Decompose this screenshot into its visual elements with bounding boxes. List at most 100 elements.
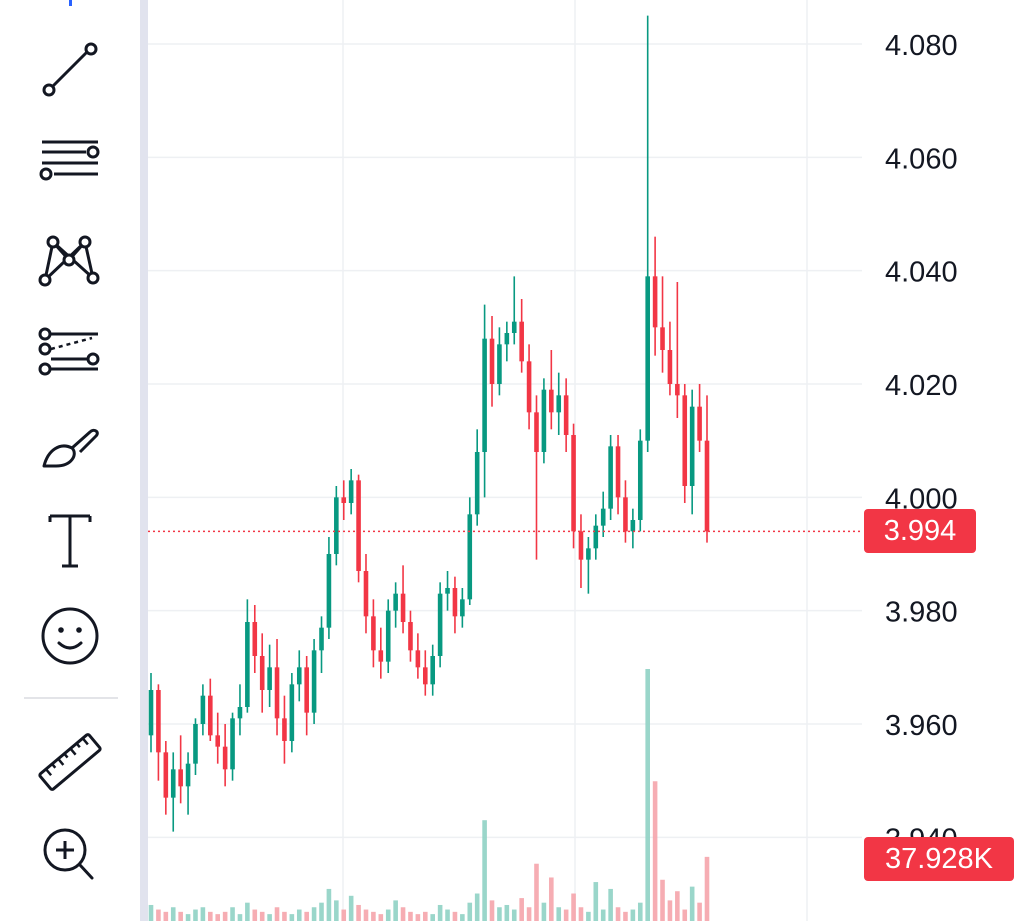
candle-body	[563, 395, 569, 435]
volume-bar	[430, 914, 436, 921]
emoji-icon	[41, 607, 99, 665]
volume-bar	[215, 914, 221, 921]
last-volume-badge: 37.928K	[864, 837, 1014, 881]
candle-body	[267, 667, 272, 690]
candle-body	[415, 650, 421, 668]
price-tick-label: 3.960	[885, 710, 958, 742]
candle-body	[697, 406, 702, 441]
volume-bar	[400, 907, 406, 921]
volume-bar	[289, 914, 295, 921]
candle-body	[534, 412, 539, 452]
volume-bar	[422, 911, 428, 921]
zoom-in-tool[interactable]	[30, 814, 110, 894]
emoji-tool[interactable]	[30, 594, 110, 674]
volume-bar	[645, 669, 650, 921]
text-tool[interactable]	[30, 500, 110, 580]
volume-bar	[637, 902, 643, 921]
candle-body	[630, 520, 636, 532]
candle-body	[652, 276, 658, 328]
volume-bar	[348, 895, 354, 921]
pattern-tool[interactable]	[30, 218, 110, 298]
candle-body	[675, 384, 680, 396]
candle-body	[363, 571, 369, 617]
volume-bar	[489, 900, 495, 921]
candle-body	[296, 667, 302, 685]
toolbar-top-indicator	[69, 0, 72, 6]
volume-bar	[704, 856, 710, 921]
volume-bar	[170, 907, 176, 921]
candle-body	[474, 452, 480, 515]
volume-bar	[148, 904, 154, 921]
candle-body	[289, 684, 295, 741]
volume-bar	[252, 909, 258, 921]
grid	[148, 0, 862, 921]
volume-bar	[541, 902, 547, 921]
candle-body	[667, 350, 673, 384]
candle-body	[482, 338, 487, 452]
price-tick-label: 4.060	[885, 143, 958, 175]
candle-body	[326, 554, 332, 628]
volume-bar	[586, 911, 591, 921]
ruler-tool[interactable]	[30, 722, 110, 802]
projection-tool[interactable]	[30, 312, 110, 392]
volume-bar	[482, 820, 487, 921]
candle-body	[356, 480, 361, 571]
volume-bar	[608, 888, 613, 921]
brush-tool[interactable]	[30, 406, 110, 486]
volume-bar	[437, 904, 443, 921]
volume-bar	[467, 902, 473, 921]
candle-body	[230, 718, 235, 770]
candle-body	[170, 769, 176, 798]
volume-bar	[460, 914, 465, 921]
volume-bar	[549, 877, 554, 921]
price-tick-label: 4.020	[885, 370, 958, 402]
pattern-icon	[38, 235, 100, 287]
candle-body	[282, 718, 287, 741]
volume-bar	[667, 900, 673, 921]
candle-body	[623, 497, 628, 532]
volume-bar	[356, 904, 361, 921]
candle-body	[348, 480, 354, 503]
candle-body	[660, 327, 665, 350]
volume-bar	[504, 904, 510, 921]
volume-bar	[534, 863, 539, 921]
candle-body	[422, 667, 428, 685]
volume-bar	[208, 911, 213, 921]
volume-bar	[334, 900, 339, 921]
zoom-in-icon	[43, 828, 94, 880]
volume-bar	[408, 911, 413, 921]
candle-body	[452, 588, 458, 617]
horizontal-lines-tool[interactable]	[30, 124, 110, 204]
volume-bar	[660, 879, 665, 921]
volume-bar	[497, 907, 502, 921]
candle-body	[704, 440, 710, 532]
volume-bar	[563, 909, 569, 921]
toolbar-separator	[24, 697, 118, 699]
candle-body	[334, 497, 339, 554]
candle-body	[393, 593, 398, 611]
candle-body	[371, 616, 376, 651]
volume-bar	[519, 898, 524, 921]
candle-body	[274, 667, 280, 719]
candle-body	[511, 321, 517, 333]
volume-bar	[511, 909, 517, 921]
candle-body	[208, 695, 213, 736]
price-tick-label: 3.980	[885, 597, 958, 629]
candle-body	[319, 627, 324, 651]
candle-body	[467, 514, 473, 600]
volume-bar	[415, 914, 421, 921]
volume-bar	[267, 914, 272, 921]
candle-body	[615, 446, 621, 498]
trend-line-tool[interactable]	[30, 30, 110, 110]
candle-body	[504, 333, 510, 345]
volume-bar	[304, 911, 309, 921]
candle-body	[222, 746, 228, 770]
volume-bar	[652, 781, 658, 921]
volume-bar	[237, 914, 243, 921]
candle-body	[245, 622, 250, 707]
candle-body	[237, 707, 243, 719]
volume-bar	[363, 909, 369, 921]
volume-bar	[571, 893, 576, 921]
candle-body	[586, 548, 591, 560]
